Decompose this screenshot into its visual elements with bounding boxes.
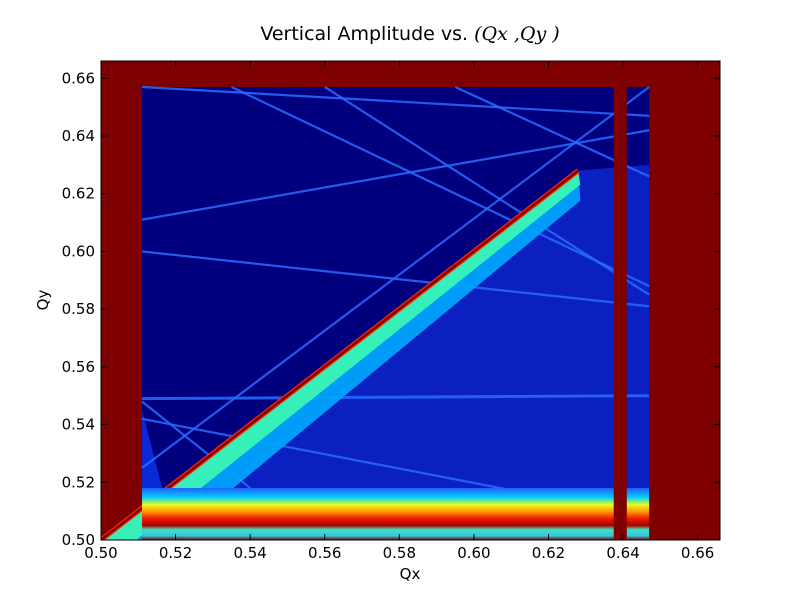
y-tick-label: 0.52 <box>62 473 95 491</box>
y-tick-label: 0.66 <box>62 69 95 87</box>
x-tick-label: 0.54 <box>233 544 266 562</box>
bottom-band <box>142 488 650 540</box>
y-tick-label: 0.54 <box>62 416 95 434</box>
x-tick-label: 0.58 <box>383 544 416 562</box>
resonance-line <box>141 86 650 469</box>
x-tick-label: 0.52 <box>159 544 192 562</box>
vertical-band <box>613 86 627 540</box>
y-axis-label: Qy <box>34 290 52 311</box>
y-tick-label: 0.64 <box>62 127 95 145</box>
plot-frame <box>100 60 721 541</box>
y-axis: 0.50 0.52 0.54 0.56 0.58 0.60 0.62 0.64 0.66 <box>62 69 720 549</box>
resonance-line <box>142 394 650 401</box>
resonance-lines <box>141 85 650 518</box>
x-tick-label: 0.60 <box>457 544 490 562</box>
y-tick-label: 0.58 <box>62 300 95 318</box>
resonance-line <box>141 250 650 308</box>
y-tick-label: 0.62 <box>62 185 95 203</box>
resonance-line <box>324 86 650 296</box>
chart-title-math: (Qx ,Qy ) <box>474 23 560 45</box>
x-tick-label: 0.56 <box>308 544 341 562</box>
resonance-line <box>141 85 650 117</box>
x-tick-label: 0.66 <box>681 544 714 562</box>
resonance-line <box>141 129 650 221</box>
diagonal-resonance <box>101 169 580 540</box>
x-axis: 0.50 0.52 0.54 0.56 0.58 0.60 0.62 0.64 0.66 <box>84 61 714 562</box>
x-tick-label: 0.62 <box>532 544 565 562</box>
y-tick-label: 0.56 <box>62 358 95 376</box>
y-tick-label: 0.50 <box>62 531 95 549</box>
y-tick-label: 0.60 <box>62 242 95 260</box>
x-tick-label: 0.50 <box>84 544 117 562</box>
x-tick-label: 0.64 <box>606 544 639 562</box>
x-axis-label: Qx <box>400 565 421 583</box>
resonance-line <box>231 85 650 288</box>
chart-title: Vertical Amplitude vs. (Qx ,Qy ) <box>260 23 559 45</box>
plot-area <box>101 61 720 540</box>
